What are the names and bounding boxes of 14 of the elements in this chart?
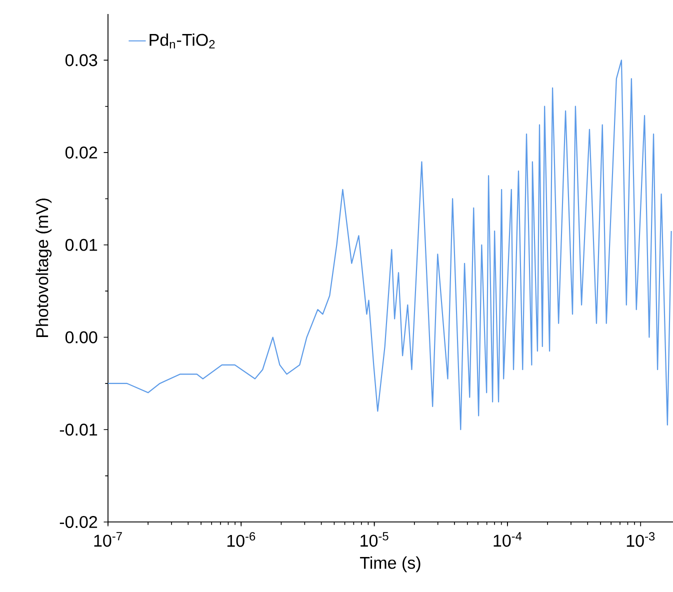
y-tick-label: 0.02 <box>65 146 98 159</box>
y-tick-label: 0.01 <box>65 238 98 251</box>
x-tick-label: 10$^{-5}$ <box>360 532 388 547</box>
x-tick-label: 10$^{-6}$ <box>227 532 256 547</box>
y-tick-label: 0.03 <box>65 54 98 66</box>
x-tick-label: 10$^{-7}$ <box>94 532 122 547</box>
y-tick-label: 0.00 <box>65 331 98 344</box>
y-tick-label: -0.01 <box>60 424 98 436</box>
x-axis-title: Time (s) <box>360 556 420 572</box>
y-axis-title: Photovoltage (mV) <box>36 198 52 337</box>
x-tick-label: 10$^{-3}$ <box>626 532 655 547</box>
x-tick-label: 10$^{-4}$ <box>494 532 522 547</box>
y-tick-label: -0.02 <box>60 516 98 528</box>
legend-label: Pd$_{n}$-TiO$_{2}$ <box>150 33 215 48</box>
